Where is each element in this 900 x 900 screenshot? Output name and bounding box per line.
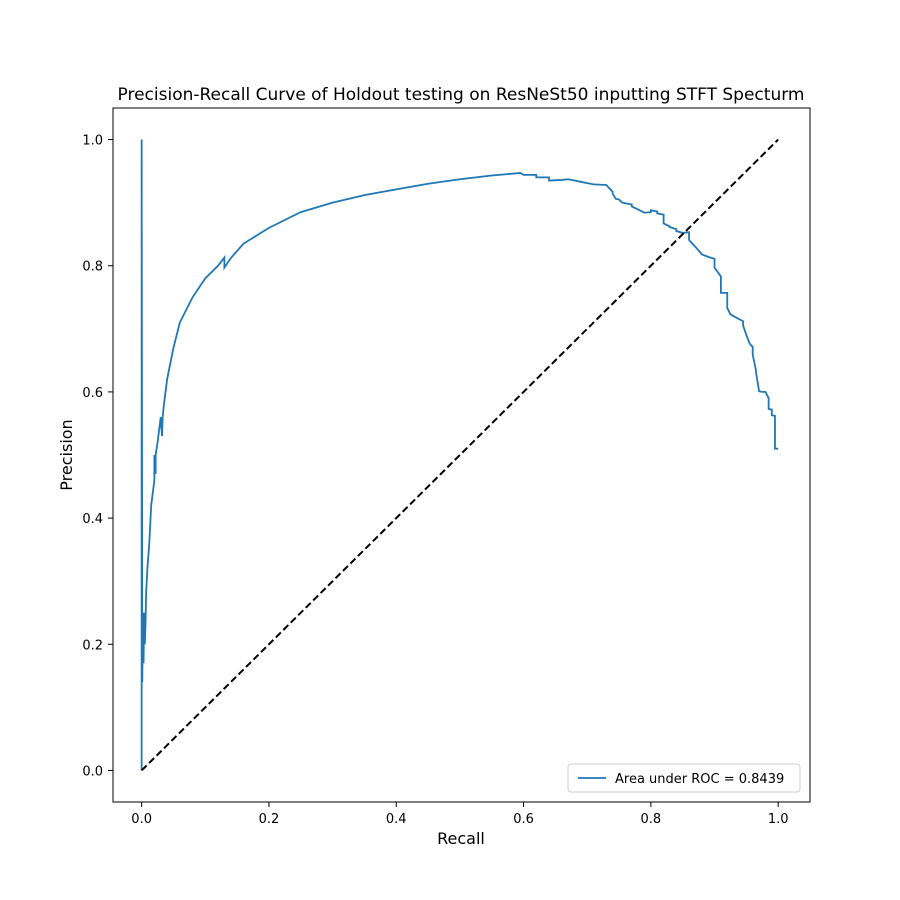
x-axis-label: Recall (437, 829, 485, 848)
y-tick-label: 0.0 (82, 764, 103, 779)
plot-area (112, 107, 811, 803)
chance-diagonal-line (140, 138, 779, 772)
y-tick-label: 0.8 (82, 260, 103, 275)
x-tick-label: 1.0 (768, 812, 789, 827)
x-tick-label: 0.8 (641, 812, 662, 827)
chart-title: Precision-Recall Curve of Holdout testin… (118, 85, 805, 105)
pr-curve-line (140, 139, 779, 771)
y-tick-label: 1.0 (82, 134, 103, 149)
y-tick-label: 0.6 (82, 386, 103, 401)
x-tick-label: 0.0 (131, 812, 152, 827)
x-tick-label: 0.4 (386, 812, 407, 827)
x-tick-label: 0.2 (259, 812, 280, 827)
legend-label: Area under ROC = 0.8439 (615, 772, 784, 787)
y-tick-label: 0.4 (82, 512, 103, 527)
axes-ticks: 0.0 0.2 0.4 0.6 0.8 1.0 0.0 0.2 0.4 0.6 0.8 1.0 (82, 134, 788, 827)
x-tick-label: 0.6 (513, 812, 534, 827)
plot-frame (112, 107, 811, 803)
y-tick-label: 0.2 (82, 638, 103, 653)
legend: Area under ROC = 0.8439 (567, 763, 801, 793)
legend-box (567, 763, 801, 793)
y-axis-label: Precision (57, 419, 76, 490)
